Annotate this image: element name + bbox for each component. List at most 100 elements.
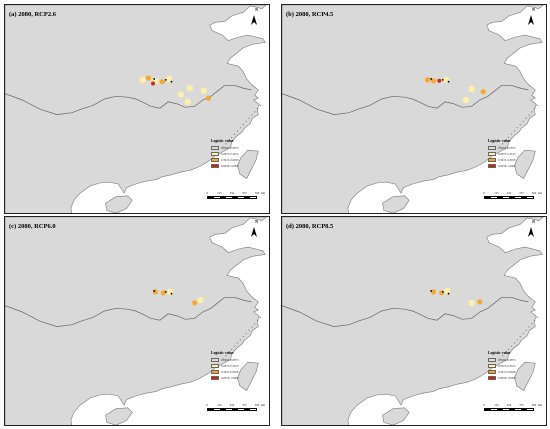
- suitability-hotspot: [167, 288, 174, 296]
- taiwan-island: [237, 361, 259, 391]
- scale-segment: [232, 197, 238, 198]
- legend-swatch: [211, 151, 219, 156]
- legend: Logistic value 0.0000-0.0873 0.0873-0.3915…: [488, 351, 544, 381]
- north-arrow-icon: [251, 227, 257, 237]
- taiwan-island: [237, 149, 259, 179]
- scale-tick-label: 0: [206, 403, 208, 407]
- scale-tick-label: 0: [483, 191, 485, 195]
- coastal-island: [254, 323, 256, 325]
- coastal-island: [259, 104, 262, 107]
- occurrence-point: [170, 80, 173, 83]
- scale-bar: 0 125 250 375 500 km: [483, 191, 542, 205]
- scale-segment: [226, 409, 232, 410]
- suitability-hotspot: [468, 299, 475, 306]
- north-label: N: [532, 219, 535, 224]
- hainan-island: [105, 407, 133, 425]
- coastal-island: [534, 108, 536, 110]
- legend-swatch: [211, 369, 219, 374]
- scale-tick-label: 500: [531, 191, 537, 195]
- coastal-island: [236, 342, 239, 344]
- scale-segment: [503, 197, 509, 198]
- legend-label: 0.0000-0.0873: [498, 357, 516, 362]
- legend-item: 0.0873-0.3915: [211, 363, 267, 369]
- scale-segment: [238, 409, 244, 410]
- legend-item: 0.0873-0.3915: [488, 363, 544, 369]
- scale-tick-label: 125: [494, 403, 499, 407]
- scale-segment: [250, 409, 256, 410]
- map-panel: (c) 2080, RCP6.0 N Logistic value 0.0000-0.…: [4, 216, 270, 426]
- scale-tick-label: 125: [494, 191, 499, 195]
- scale-bar-track: [484, 196, 534, 199]
- coastal-island: [228, 139, 230, 142]
- scale-segment: [497, 197, 503, 198]
- coastal-island: [519, 336, 521, 338]
- coastal-island: [251, 326, 253, 328]
- suitability-hotspot: [152, 289, 158, 295]
- scale-bar: 0 125 250 375 500 km: [206, 191, 265, 205]
- suitability-hotspot: [160, 290, 166, 296]
- hainan-island: [105, 195, 133, 213]
- panel-title: (c) 2080, RCP6.0: [9, 223, 56, 230]
- legend-item: 0.0000-0.0873: [211, 145, 267, 151]
- coastal-island: [259, 316, 262, 319]
- yangtze-river: [282, 296, 529, 327]
- coastal-island: [236, 130, 239, 132]
- taiwan-island: [514, 149, 536, 179]
- legend-item: 0.0873-0.3915: [211, 151, 267, 157]
- occurrence-point: [447, 292, 450, 295]
- legend-swatch: [488, 157, 496, 162]
- north-label: N: [532, 7, 535, 12]
- scale-bar-track: [484, 408, 534, 411]
- scale-segment: [226, 197, 232, 198]
- coastal-island: [225, 143, 227, 145]
- legend-swatch: [211, 157, 219, 162]
- legend-item: 0.0000-0.0873: [488, 145, 544, 151]
- scale-bar-track: [207, 408, 257, 411]
- suitability-hotspot: [186, 84, 194, 92]
- scale-tick-label: 500: [254, 191, 260, 195]
- scale-bar: 0 125 250 375 500 km: [483, 403, 542, 417]
- scale-segment: [485, 409, 491, 410]
- scale-segment: [214, 197, 220, 198]
- coastal-island: [536, 316, 539, 319]
- scale-tick-label: 250: [506, 191, 512, 195]
- scale-segment: [509, 197, 515, 198]
- north-arrow-icon: [251, 15, 257, 25]
- legend-item: 0.0000-0.0873: [211, 357, 267, 363]
- hainan-island: [382, 407, 410, 425]
- suitability-hotspot: [197, 296, 204, 304]
- scale-tick-label: 0: [483, 403, 485, 407]
- coastal-island: [231, 136, 233, 138]
- scale-segment: [527, 197, 533, 198]
- scale-segment: [232, 409, 238, 410]
- coastal-island: [525, 117, 527, 119]
- north-arrow-icon: [528, 227, 534, 237]
- legend-swatch: [211, 375, 219, 380]
- legend-label: 0.0000-0.0873: [498, 145, 516, 150]
- scale-bar: 0 125 250 375 500 km: [206, 403, 265, 417]
- coastal-island: [525, 329, 527, 331]
- scale-tick-label: 250: [229, 403, 235, 407]
- north-label: N: [255, 7, 258, 12]
- legend-swatch: [211, 363, 219, 368]
- legend-label: 0.3915-0.6958: [221, 157, 239, 162]
- scale-segment: [208, 409, 214, 410]
- coastal-island: [233, 133, 236, 135]
- coastal-island: [231, 348, 233, 350]
- legend-item: 0.6958-1.0000: [488, 375, 544, 381]
- scale-segment: [250, 197, 256, 198]
- coastal-island: [248, 117, 250, 119]
- suitability-hotspot: [430, 289, 437, 295]
- scale-tick-label: 375: [242, 403, 247, 407]
- scale-units: km: [538, 191, 542, 195]
- scale-tick-label: 500: [531, 403, 537, 407]
- legend-item: 0.3915-0.6958: [488, 157, 544, 163]
- mainland-land: [5, 217, 267, 425]
- scale-segment: [527, 409, 533, 410]
- scale-segment: [208, 197, 214, 198]
- map-panel: (a) 2080, RCP2.6 N Logistic value 0.0000-0.…: [4, 4, 270, 214]
- legend-label: 0.0873-0.3915: [498, 363, 516, 368]
- legend-swatch: [488, 151, 496, 156]
- yangtze-river: [5, 84, 252, 115]
- scale-tick-label: 250: [506, 403, 512, 407]
